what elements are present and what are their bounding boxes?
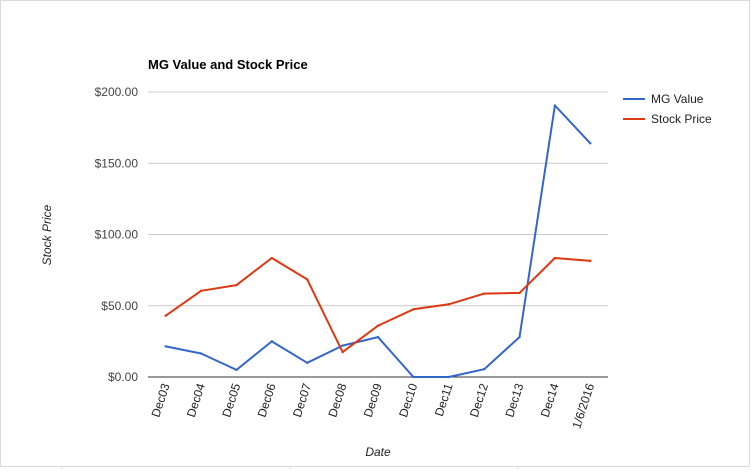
- stock-price-point: [341, 350, 344, 354]
- x-tick-label: Dec13: [502, 381, 526, 419]
- mg-value-point: [270, 340, 274, 343]
- x-tick-label: Dec10: [396, 381, 420, 419]
- y-tick-label: $200.00: [95, 85, 139, 99]
- stock-price-point: [412, 308, 415, 311]
- mg-value-point: [341, 344, 344, 347]
- stock-price-point: [482, 292, 486, 295]
- mg-value-point: [447, 375, 450, 379]
- y-tick-label: $0.00: [108, 370, 138, 384]
- mg-value-point: [235, 368, 238, 372]
- x-axis-label: Date: [365, 445, 391, 459]
- mg-value-point: [589, 142, 592, 145]
- x-tick-label: Dec08: [325, 381, 349, 419]
- mg-value-point: [518, 335, 521, 339]
- mg-value-point: [199, 352, 203, 355]
- y-axis-label: Stock Price: [40, 204, 54, 265]
- mg-value-point: [376, 335, 380, 339]
- x-tick-label: Dec03: [149, 381, 173, 419]
- stock-price-point: [518, 291, 521, 295]
- mg-value-point: [553, 104, 557, 107]
- x-tick-label: Dec09: [361, 381, 385, 419]
- stock-price-point: [164, 314, 167, 317]
- x-tick-label: Dec05: [219, 381, 243, 419]
- x-tick-label: Dec12: [467, 381, 491, 419]
- stock-price-point: [199, 289, 203, 292]
- legend[interactable]: MG Value Stock Price: [623, 92, 712, 126]
- x-tick-label: Dec04: [184, 381, 208, 419]
- y-axis-ticks: $0.00 $50.00 $100.00 $150.00 $200.00: [95, 85, 139, 384]
- stock-price-point: [376, 324, 380, 327]
- grid-lines: [148, 91, 608, 378]
- legend-label-mg-value: MG Value: [651, 92, 704, 106]
- x-tick-label: 1/6/2016: [569, 381, 597, 430]
- x-tick-label: Dec11: [432, 381, 456, 418]
- mg-value-point: [482, 367, 486, 371]
- stock-price-point: [589, 259, 592, 263]
- stock-price-point: [447, 303, 450, 306]
- legend-label-stock-price: Stock Price: [651, 112, 712, 126]
- x-axis-ticks: Dec03 Dec04 Dec05 Dec06 Dec07 Dec08 Dec09 Dec10…: [149, 381, 598, 430]
- stock-price-point: [235, 283, 238, 287]
- series-lines: [164, 104, 592, 379]
- mg-value-point: [412, 375, 415, 379]
- x-tick-label: Dec06: [255, 381, 279, 419]
- stock-price-point: [553, 256, 557, 260]
- mg-value-point: [306, 361, 309, 364]
- stock-price-point: [306, 278, 309, 281]
- y-tick-label: $50.00: [101, 299, 138, 313]
- x-tick-label: Dec14: [538, 381, 562, 419]
- y-tick-label: $100.00: [95, 228, 139, 242]
- mg-value-point: [164, 345, 167, 348]
- x-tick-label: Dec07: [290, 381, 314, 419]
- stock-price-point: [270, 256, 274, 260]
- chart-title: MG Value and Stock Price: [148, 57, 308, 72]
- y-tick-label: $150.00: [95, 156, 139, 170]
